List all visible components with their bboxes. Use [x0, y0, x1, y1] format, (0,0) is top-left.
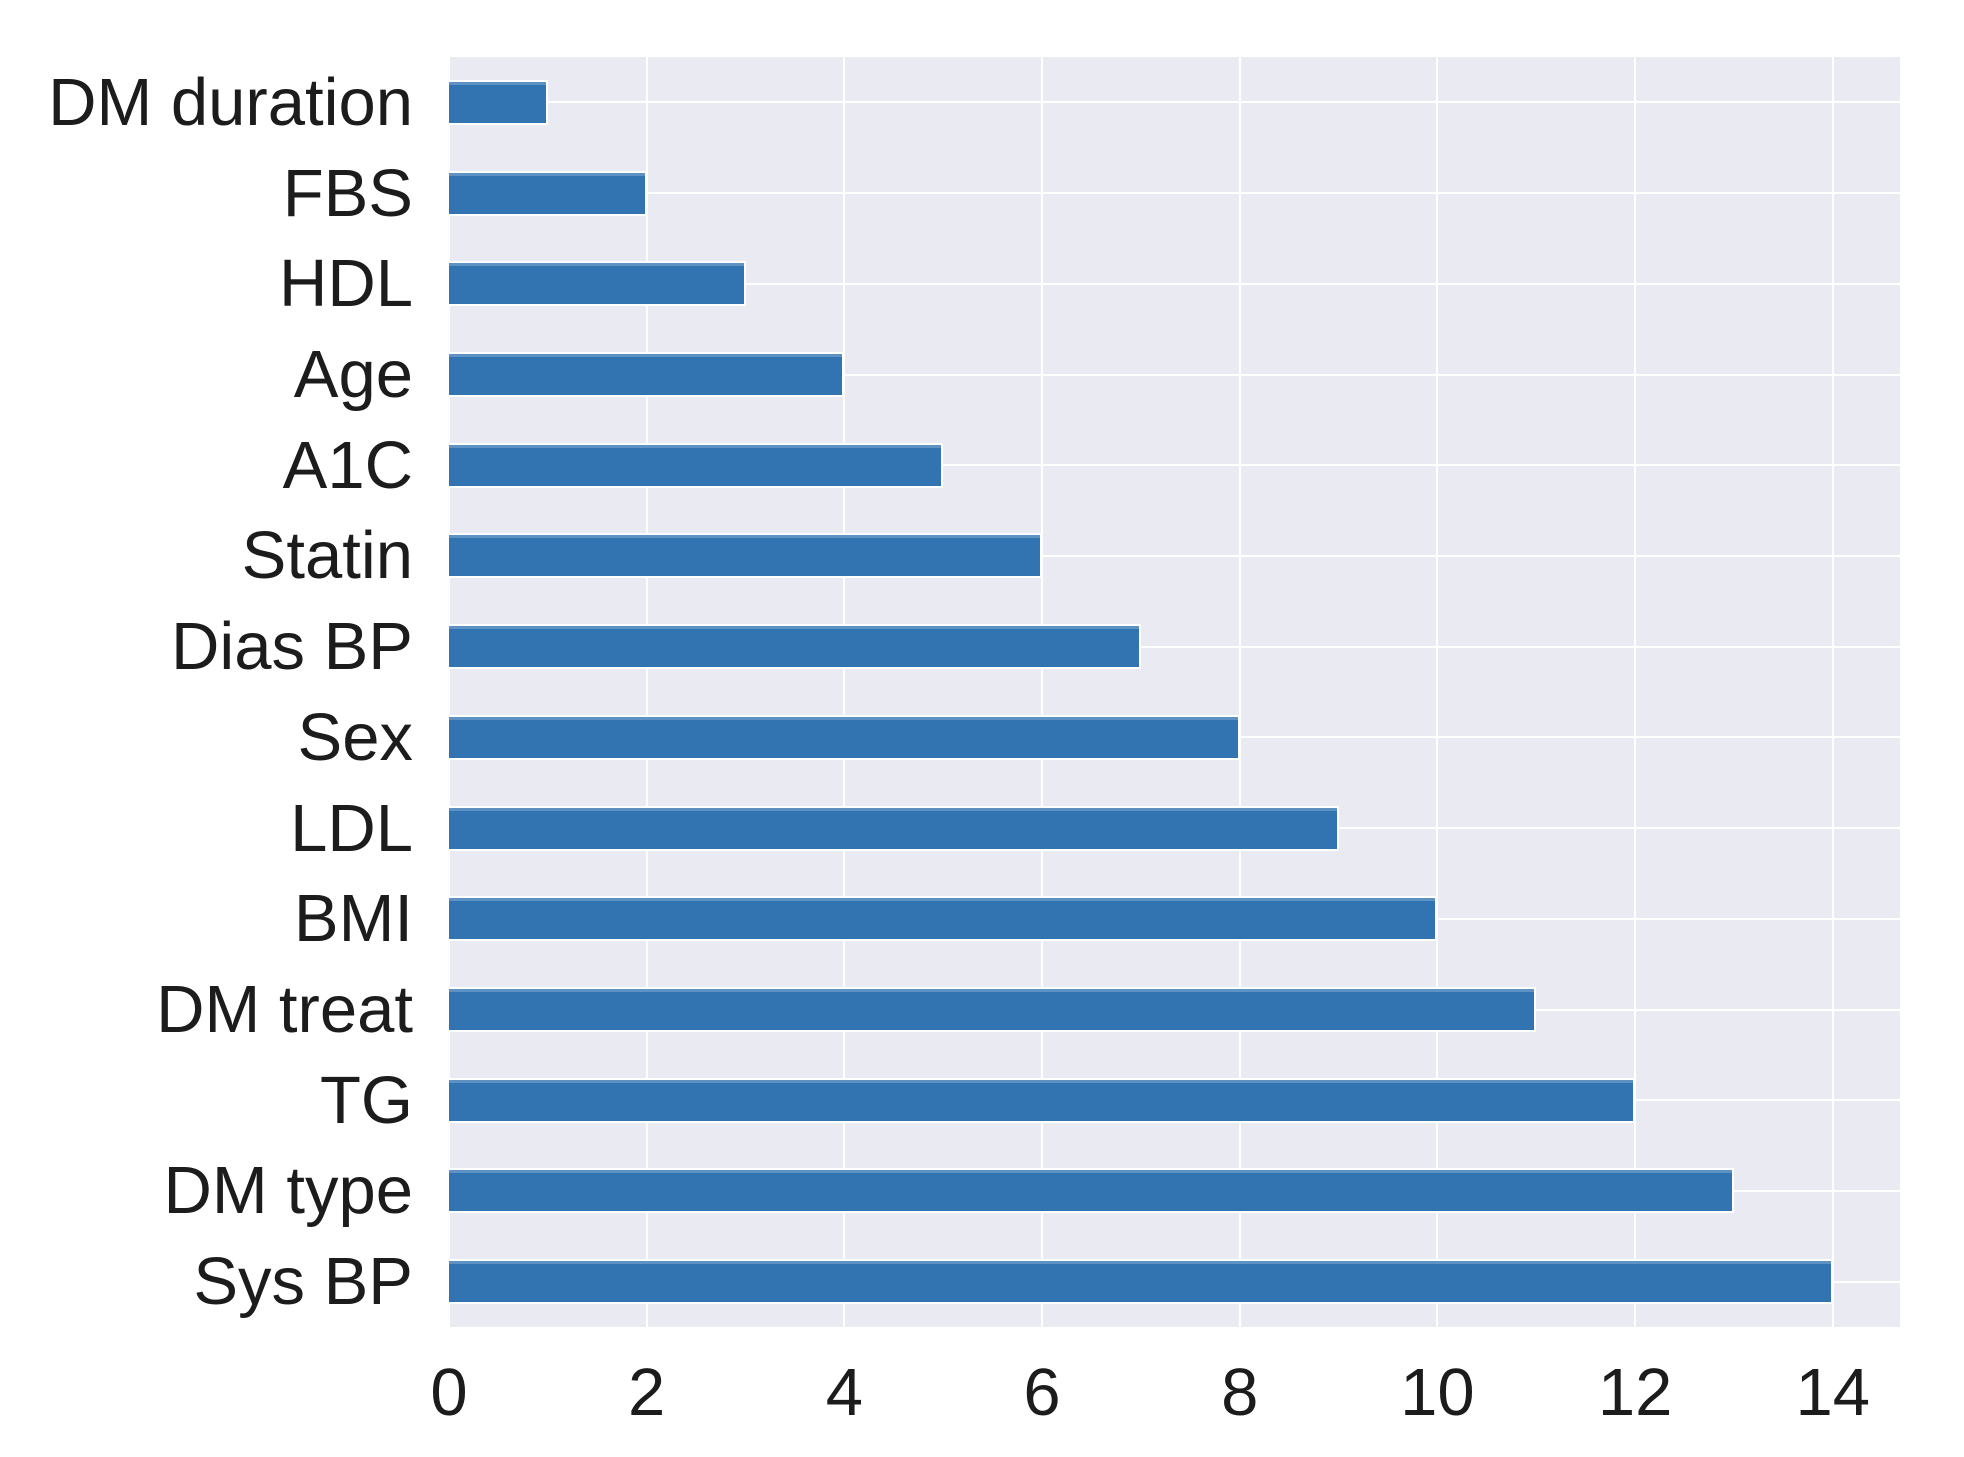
bar-hdl — [449, 261, 746, 307]
vertical-gridline — [1041, 57, 1044, 1327]
bar-fbs — [449, 170, 647, 216]
bar-sex — [449, 714, 1240, 760]
x-tick-label: 0 — [430, 1354, 468, 1430]
y-axis-label: Sys BP — [193, 1244, 413, 1320]
y-axis-label: FBS — [282, 155, 413, 231]
x-tick-label: 10 — [1400, 1354, 1475, 1430]
horizontal-gridline — [449, 282, 1900, 285]
horizontal-gridline — [449, 373, 1900, 376]
bar-dm-duration — [449, 79, 548, 125]
bar-age — [449, 352, 845, 397]
x-tick-label: 8 — [1221, 1354, 1259, 1430]
vertical-gridline — [1436, 57, 1439, 1327]
x-tick-label: 12 — [1597, 1354, 1673, 1430]
vertical-gridline — [645, 57, 648, 1327]
y-axis-label: HDL — [278, 246, 413, 322]
y-axis-label: Statin — [241, 518, 413, 594]
x-tick-label: 4 — [825, 1354, 863, 1430]
vertical-gridline — [1238, 57, 1241, 1327]
y-axis-label: TG — [319, 1062, 413, 1138]
vertical-gridline — [843, 57, 846, 1327]
vertical-gridline — [1831, 57, 1834, 1327]
bar-statin — [449, 533, 1043, 579]
horizontal-gridline — [449, 101, 1900, 104]
y-axis-label: Age — [293, 336, 413, 412]
y-axis-label: Sex — [297, 699, 413, 775]
x-axis-tick-labels: 0 2 4 6 8 10 12 14 — [430, 1337, 1900, 1447]
bar-ldl — [449, 805, 1339, 851]
vertical-gridline — [448, 57, 450, 1327]
bar-tg — [449, 1077, 1636, 1123]
bar-bmi — [449, 896, 1438, 942]
y-axis-label: DM duration — [48, 64, 413, 140]
y-axis-label: Dias BP — [170, 609, 413, 685]
x-tick-label: 2 — [628, 1354, 666, 1430]
y-axis-label: BMI — [293, 881, 413, 957]
bar-dm-treat — [449, 987, 1537, 1032]
horizontal-gridline — [449, 192, 1900, 195]
vertical-gridline — [1634, 57, 1637, 1327]
horizontal-gridline — [449, 645, 1900, 648]
x-tick-label: 6 — [1023, 1354, 1061, 1430]
horizontal-gridline — [449, 554, 1900, 557]
y-axis-label: DM treat — [156, 971, 413, 1047]
x-tick-label: 14 — [1795, 1354, 1871, 1430]
bar-a1c — [449, 442, 944, 488]
bar-dias-bp — [449, 624, 1141, 670]
horizontal-gridline — [449, 464, 1900, 467]
y-axis-label: A1C — [282, 427, 413, 503]
y-axis-label: DM type — [163, 1153, 413, 1229]
bar-sys-bp — [449, 1259, 1833, 1305]
plot-area — [448, 57, 1900, 1327]
y-axis-label: LDL — [290, 790, 413, 866]
bar-dm-type — [449, 1168, 1734, 1214]
